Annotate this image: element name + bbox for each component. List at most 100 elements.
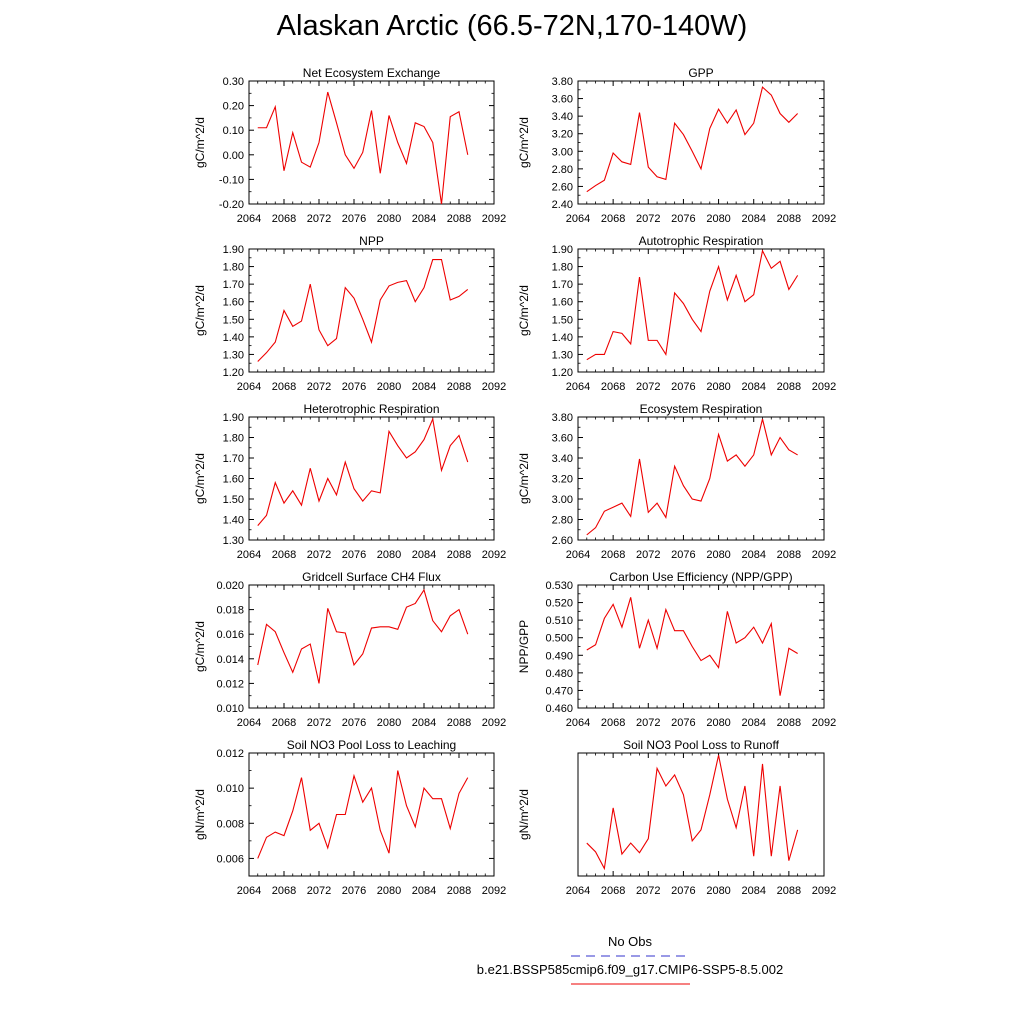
x-tick-label: 2088	[447, 885, 471, 897]
legend-label-model: b.e21.BSSP585cmip6.f09_g17.CMIP6-SSP5-8.…	[477, 962, 783, 977]
chart-panel-2: GPP 2064 2068 2072 2076 2080 2084 2088 2092 2.40 2…	[517, 66, 836, 225]
x-tick-label: 2080	[377, 381, 401, 393]
y-tick-label: 1.20	[552, 367, 573, 379]
chart-panel-7: Gridcell Surface CH4 Flux 2064 2068 2072 207…	[193, 570, 506, 729]
y-tick-label: 1.70	[223, 279, 244, 291]
x-tick-label: 2092	[482, 381, 506, 393]
y-tick-label: 1.80	[223, 262, 244, 274]
plot-frame	[577, 80, 825, 205]
y-axis-label: NPP/GPP	[517, 620, 531, 673]
plot-frame	[248, 248, 495, 373]
y-tick-label: 0.20	[223, 101, 244, 113]
x-tick-label: 2084	[741, 213, 765, 225]
y-tick-label: -0.20	[219, 199, 244, 211]
x-tick-label: 2088	[447, 717, 471, 729]
x-tick-label: 2084	[741, 549, 765, 561]
y-tick-label: 3.00	[552, 146, 573, 158]
y-tick-label: 0.012	[216, 678, 244, 690]
y-tick-label: 3.40	[552, 453, 573, 465]
y-tick-label: 1.60	[552, 297, 573, 309]
y-axis-label: gC/m^2/d	[193, 117, 207, 168]
panel-title: Autotrophic Respiration	[639, 234, 764, 248]
x-tick-label: 2072	[636, 549, 660, 561]
x-tick-label: 2072	[307, 381, 331, 393]
x-tick-label: 2076	[671, 717, 695, 729]
x-tick-label: 2080	[706, 885, 730, 897]
x-tick-label: 2076	[342, 549, 366, 561]
x-tick-label: 2088	[777, 381, 801, 393]
x-tick-label: 2092	[812, 717, 836, 729]
x-tick-label: 2064	[566, 381, 590, 393]
x-tick-label: 2092	[812, 885, 836, 897]
y-tick-label: 0.018	[216, 605, 244, 617]
x-tick-label: 2092	[482, 549, 506, 561]
plot-frame	[248, 80, 495, 205]
y-axis-label: gC/m^2/d	[517, 285, 531, 336]
x-tick-label: 2072	[636, 885, 660, 897]
x-tick-label: 2068	[601, 885, 625, 897]
x-tick-label: 2064	[566, 717, 590, 729]
series-line	[257, 417, 469, 527]
y-axis-label: gN/m^2/d	[193, 789, 207, 840]
y-tick-label: 3.00	[552, 494, 573, 506]
y-tick-label: 0.008	[216, 818, 244, 830]
y-axis-label: gN/m^2/d	[517, 789, 531, 840]
y-tick-label: 1.90	[223, 412, 244, 424]
y-tick-label: 1.60	[223, 474, 244, 486]
y-tick-label: 1.30	[223, 535, 244, 547]
panel-title: Soil NO3 Pool Loss to Runoff	[623, 738, 780, 752]
y-tick-label: 3.20	[552, 474, 573, 486]
y-tick-label: 1.90	[552, 244, 573, 256]
x-tick-label: 2080	[706, 717, 730, 729]
y-tick-label: -0.10	[219, 174, 244, 186]
y-tick-label: 0.020	[216, 580, 244, 592]
y-axis-label: gC/m^2/d	[193, 621, 207, 672]
y-tick-label: 2.80	[552, 515, 573, 527]
y-tick-label: 3.60	[552, 433, 573, 445]
x-tick-label: 2068	[272, 213, 296, 225]
x-tick-label: 2076	[671, 549, 695, 561]
y-tick-label: 0.30	[223, 76, 244, 88]
x-tick-label: 2080	[706, 549, 730, 561]
x-tick-label: 2068	[272, 549, 296, 561]
y-tick-label: 0.10	[223, 125, 244, 137]
chart-panel-4: Autotrophic Respiration 2064 2068 2072 2076 2…	[517, 234, 836, 393]
x-tick-label: 2064	[237, 549, 261, 561]
y-tick-label: 2.60	[552, 535, 573, 547]
x-tick-label: 2072	[636, 717, 660, 729]
x-tick-label: 2088	[447, 381, 471, 393]
y-tick-label: 1.40	[552, 332, 573, 344]
series-line	[257, 770, 469, 859]
x-tick-label: 2080	[706, 213, 730, 225]
x-tick-label: 2072	[636, 381, 660, 393]
x-tick-label: 2084	[412, 885, 436, 897]
y-tick-label: 1.60	[223, 297, 244, 309]
y-tick-label: 1.70	[552, 279, 573, 291]
x-tick-label: 2092	[812, 549, 836, 561]
x-tick-label: 2068	[601, 381, 625, 393]
y-axis-label: gC/m^2/d	[517, 117, 531, 168]
y-tick-label: 0.00	[223, 150, 244, 162]
y-tick-label: 1.70	[223, 453, 244, 465]
y-tick-label: 1.80	[223, 433, 244, 445]
y-tick-label: 0.016	[216, 629, 244, 641]
panel-title: Heterotrophic Respiration	[303, 402, 439, 416]
chart-panel-8: Carbon Use Efficiency (NPP/GPP) 2064 2068 2…	[517, 570, 836, 729]
y-tick-label: 3.20	[552, 129, 573, 141]
x-tick-label: 2092	[482, 885, 506, 897]
x-tick-label: 2064	[237, 381, 261, 393]
y-tick-label: 1.30	[223, 349, 244, 361]
x-tick-label: 2088	[447, 213, 471, 225]
y-tick-label: 0.014	[216, 654, 244, 666]
y-tick-label: 1.40	[223, 332, 244, 344]
y-tick-label: 1.40	[223, 515, 244, 527]
y-tick-label: 1.90	[223, 244, 244, 256]
x-tick-label: 2072	[307, 213, 331, 225]
panel-title: Soil NO3 Pool Loss to Leaching	[287, 738, 456, 752]
x-tick-label: 2064	[237, 885, 261, 897]
x-tick-label: 2080	[377, 213, 401, 225]
x-tick-label: 2084	[741, 885, 765, 897]
y-tick-label: 1.30	[552, 349, 573, 361]
x-tick-label: 2064	[566, 213, 590, 225]
y-tick-label: 0.012	[216, 748, 244, 760]
